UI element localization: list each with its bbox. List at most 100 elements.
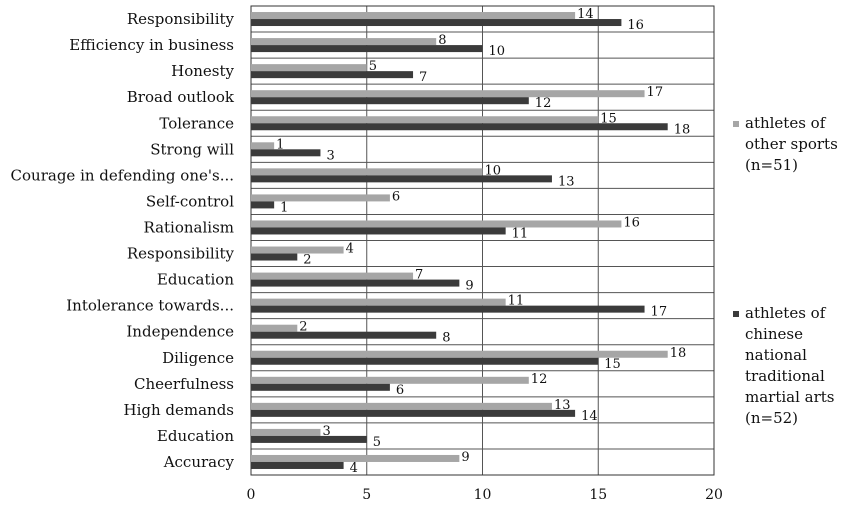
bar-martial-arts: [251, 331, 437, 339]
data-label: 18: [674, 122, 691, 137]
data-label: 6: [392, 189, 400, 204]
category-label: High demands: [123, 401, 234, 419]
category-label: Broad outlook: [127, 88, 235, 106]
data-label: 2: [303, 253, 311, 268]
data-label: 13: [558, 174, 575, 189]
legend-entry-text: (n=52): [745, 409, 798, 427]
bar-other-sports: [251, 12, 576, 20]
data-label: 12: [535, 96, 552, 111]
x-tick-label: 20: [705, 487, 723, 503]
legend-entry-text: martial arts: [745, 388, 835, 406]
legend-entry-text: athletes of: [745, 304, 827, 322]
bar-martial-arts: [251, 201, 275, 209]
data-label: 3: [326, 148, 334, 163]
category-label: Responsibility: [127, 245, 235, 263]
data-label: 15: [604, 357, 621, 372]
legend-entry-text: athletes of: [745, 114, 827, 132]
bar-martial-arts: [251, 409, 576, 417]
category-label: Responsibility: [127, 10, 235, 28]
bar-other-sports: [251, 64, 367, 72]
bar-other-sports: [251, 272, 414, 280]
x-tick-label: 15: [589, 487, 607, 503]
bar-martial-arts: [251, 383, 390, 391]
data-label: 16: [623, 215, 640, 230]
bar-other-sports: [251, 220, 622, 228]
data-label: 9: [461, 450, 469, 465]
x-tick-label: 5: [362, 487, 371, 503]
legend: athletes of other sports (n=51) athletes of…: [733, 114, 838, 427]
data-label: 9: [465, 279, 473, 294]
bar-other-sports: [251, 298, 506, 306]
plot-frame: [250, 5, 715, 476]
data-label: 8: [442, 331, 450, 346]
data-label: 4: [346, 242, 354, 257]
bar-martial-arts: [251, 19, 622, 27]
category-label: Independence: [126, 323, 234, 341]
data-label: 11: [512, 226, 529, 241]
bar-martial-arts: [251, 175, 552, 183]
data-label: 10: [489, 44, 506, 59]
data-label: 8: [438, 33, 446, 48]
category-label: Education: [157, 271, 234, 289]
bar-martial-arts: [251, 253, 298, 261]
legend-entry-text: (n=51): [745, 156, 798, 174]
data-label: 4: [350, 461, 358, 476]
bar-martial-arts: [251, 357, 599, 365]
bar-other-sports: [251, 402, 552, 410]
bar-martial-arts: [251, 71, 414, 79]
category-label: Courage in defending one's...: [11, 166, 234, 184]
grid: [250, 5, 715, 476]
bar-other-sports: [251, 38, 437, 46]
category-label: Diligence: [162, 349, 234, 367]
data-label: 17: [647, 85, 664, 100]
bar-other-sports: [251, 428, 321, 436]
category-label: Honesty: [171, 62, 234, 80]
data-label: 11: [508, 294, 525, 309]
legend-swatch-martial-arts: [733, 311, 739, 317]
x-axis-ticks: 0 5 10 15 20: [247, 487, 723, 503]
bar-other-sports: [251, 116, 599, 124]
legend-entry-text: national: [745, 346, 807, 364]
data-labels: 1416810571712151813101361161142791117281…: [276, 7, 690, 476]
category-label: Efficiency in business: [69, 36, 234, 54]
bar-other-sports: [251, 168, 483, 176]
legend-swatch-other-sports: [733, 121, 739, 127]
data-label: 5: [373, 435, 381, 450]
category-label: Self-control: [146, 192, 234, 210]
data-label: 6: [396, 383, 404, 398]
bar-martial-arts: [251, 97, 529, 105]
bar-other-sports: [251, 90, 645, 98]
data-label: 13: [554, 398, 571, 413]
category-label: Rationalism: [143, 218, 234, 236]
bar-martial-arts: [251, 279, 460, 287]
data-label: 17: [651, 305, 668, 320]
data-label: 3: [322, 424, 330, 439]
data-label: 16: [627, 18, 644, 33]
bar-other-sports: [251, 454, 460, 462]
bar-martial-arts: [251, 227, 506, 235]
category-label: Tolerance: [159, 114, 234, 132]
data-label: 1: [280, 200, 288, 215]
bar-other-sports: [251, 246, 344, 254]
legend-entry-text: traditional: [745, 367, 825, 385]
data-label: 5: [369, 59, 377, 74]
data-label: 15: [600, 111, 617, 126]
legend-entry-text: other sports: [745, 135, 838, 153]
bar-other-sports: [251, 194, 390, 202]
category-label: Accuracy: [163, 453, 235, 471]
bar-martial-arts: [251, 45, 483, 53]
category-labels: Responsibility Efficiency in business Hone…: [11, 10, 235, 471]
bar-martial-arts: [251, 435, 367, 443]
data-label: 12: [531, 372, 548, 387]
bar-other-sports: [251, 350, 668, 358]
data-label: 1: [276, 137, 284, 152]
bar-martial-arts: [251, 461, 344, 469]
bar-martial-arts: [251, 305, 645, 313]
data-label: 14: [577, 7, 594, 22]
category-label: Cheerfulness: [134, 375, 234, 393]
legend-entry-text: chinese: [745, 325, 803, 343]
bar-other-sports: [251, 376, 529, 384]
bar-martial-arts: [251, 149, 321, 157]
bar-martial-arts: [251, 123, 668, 131]
